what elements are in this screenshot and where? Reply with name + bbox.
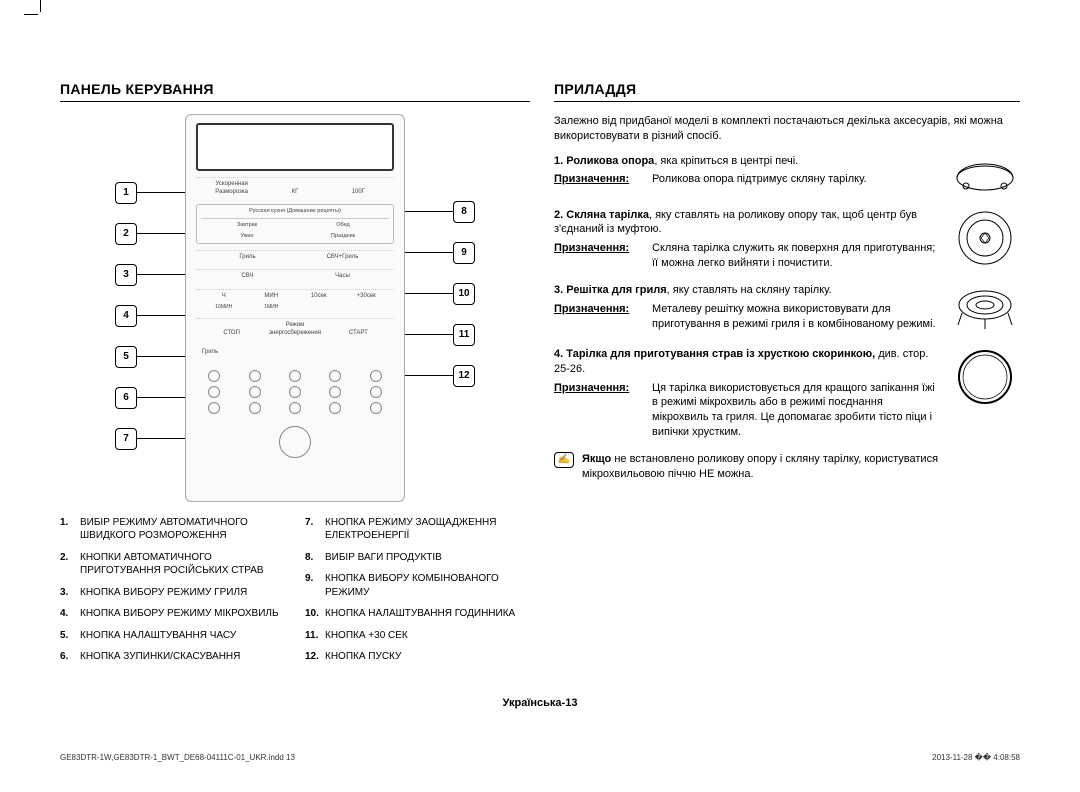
panel-label: КГ — [263, 188, 326, 196]
page-number: Українська-13 — [60, 696, 1020, 711]
panel-label: Ускоренная Разморозка — [200, 180, 263, 196]
callout-12: 12 — [453, 365, 475, 387]
accessories-section: ПРИЛАДДЯ Залежно від придбаної моделі в … — [554, 80, 1020, 672]
warning-note: ✍ Якщо не встановлено роликову опору і с… — [554, 452, 1020, 482]
accessory-item: 4. Тарілка для приготування страв із хру… — [554, 347, 1020, 440]
callout-11: 11 — [453, 324, 475, 346]
crisp-plate-icon — [950, 347, 1020, 407]
control-panel-figure: 1 2 3 4 5 6 7 Ускоренная Разморозка КГ 1… — [60, 114, 530, 502]
callout-6: 6 — [115, 387, 137, 409]
callout-8: 8 — [453, 201, 475, 223]
divider — [554, 101, 1020, 102]
control-panel-title: ПАНЕЛЬ КЕРУВАННЯ — [60, 80, 530, 99]
footer-file: GE83DTR-1W,GE83DTR-1_BWT_DE68-04111C-01_… — [60, 753, 295, 764]
callout-3: 3 — [115, 264, 137, 286]
note-icon: ✍ — [554, 452, 574, 468]
accessory-item: 2. Скляна тарілка, яку ставлять на ролик… — [554, 208, 1020, 271]
accessory-item: 3. Решітка для гриля, яку ставлять на ск… — [554, 283, 1020, 335]
callout-5: 5 — [115, 346, 137, 368]
divider — [60, 101, 530, 102]
footer-timestamp: 2013-11-28 �� 4:08:58 — [932, 753, 1020, 764]
panel-label: 100Г — [327, 188, 390, 196]
keypad — [196, 370, 394, 414]
panel-device: Ускоренная Разморозка КГ 100Г Русская ку… — [185, 114, 405, 502]
accessory-item: 1. Роликова опора, яка кріпиться в центр… — [554, 154, 1020, 196]
control-panel-section: ПАНЕЛЬ КЕРУВАННЯ 1 2 3 4 5 6 7 Уско — [60, 80, 530, 672]
footer: GE83DTR-1W,GE83DTR-1_BWT_DE68-04111C-01_… — [60, 753, 1020, 764]
callouts-left: 1 2 3 4 5 6 7 — [159, 114, 185, 450]
accessories-title: ПРИЛАДДЯ — [554, 80, 1020, 99]
legend: 1.ВИБІР РЕЖИМУ АВТОМАТИЧНОГО ШВИДКОГО РО… — [60, 516, 530, 672]
roller-ring-icon — [950, 154, 1020, 196]
callout-10: 10 — [453, 283, 475, 305]
callout-1: 1 — [115, 182, 137, 204]
grill-rack-icon — [950, 283, 1020, 335]
lcd-display — [196, 123, 394, 171]
dial — [279, 426, 311, 458]
callout-4: 4 — [115, 305, 137, 327]
callouts-right: 8 9 10 11 12 — [405, 114, 431, 387]
recipe-box: Русская кухня (Домашние рецепты) Завтрак… — [196, 204, 394, 244]
callout-7: 7 — [115, 428, 137, 450]
accessories-intro: Залежно від придбаної моделі в комплекті… — [554, 114, 1020, 144]
callout-9: 9 — [453, 242, 475, 264]
glass-tray-icon — [950, 208, 1020, 268]
callout-2: 2 — [115, 223, 137, 245]
